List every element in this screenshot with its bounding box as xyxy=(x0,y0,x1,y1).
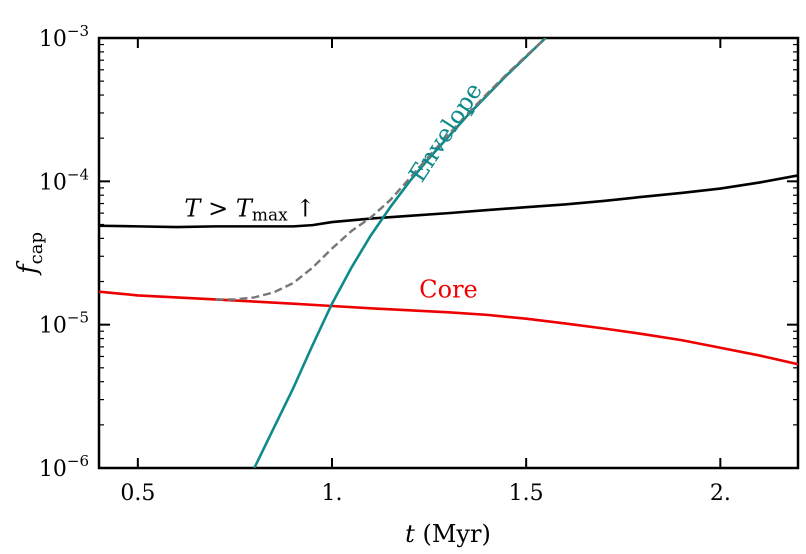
tmax-label-arrow: ↑ xyxy=(288,194,316,222)
y-tick-label-1: 10−5 xyxy=(39,309,89,339)
y-tick-label-0: 10−6 xyxy=(39,452,89,482)
y-tick-label-base-2: 10 xyxy=(39,170,67,195)
y-axis-ticks: 10−610−510−410−3 xyxy=(39,22,798,482)
y-axis-label: fcap xyxy=(13,232,47,276)
x-axis-label-unit: (Myr) xyxy=(422,520,490,548)
x-tick-label-3: 2. xyxy=(710,481,731,506)
series-line-total xyxy=(215,38,547,301)
y-tick-label-exp-1: −5 xyxy=(67,309,89,327)
y-tick-label-exp-2: −4 xyxy=(67,165,89,183)
y-tick-label-exp-0: −6 xyxy=(67,452,89,470)
plot-area xyxy=(97,36,800,470)
x-axis-label: t (Myr) xyxy=(405,520,491,548)
y-tick-label-exp-3: −3 xyxy=(67,22,89,40)
y-tick-label-base-1: 10 xyxy=(39,314,67,339)
series-line-envelope xyxy=(253,38,547,468)
tmax-label-gt: > xyxy=(200,194,235,222)
x-axis-label-symbol: t xyxy=(405,520,415,548)
y-tick-label-3: 10−3 xyxy=(39,22,89,52)
x-tick-label-2: 1.5 xyxy=(509,481,544,506)
tmax-label-T: T xyxy=(184,194,202,222)
series-line-t-t-max xyxy=(99,174,798,229)
tmax-label-Tmax: T xyxy=(236,194,254,222)
tmax-label: T > Tmax ↑ xyxy=(184,194,315,225)
x-tick-label-1: 1. xyxy=(322,481,343,506)
series-layer xyxy=(99,38,798,468)
envelope-label: Envelope xyxy=(403,78,488,188)
x-tick-label-0: 0.5 xyxy=(120,481,155,506)
y-tick-label-2: 10−4 xyxy=(39,165,89,195)
y-axis-label-subscript: cap xyxy=(26,232,47,264)
y-tick-label-base-3: 10 xyxy=(39,27,67,52)
x-axis-ticks: 0.5 1. 1.5 2. xyxy=(120,38,731,506)
tmax-label-sub: max xyxy=(252,205,288,225)
y-tick-label-base-0: 10 xyxy=(39,457,67,482)
core-label: Core xyxy=(419,275,478,303)
